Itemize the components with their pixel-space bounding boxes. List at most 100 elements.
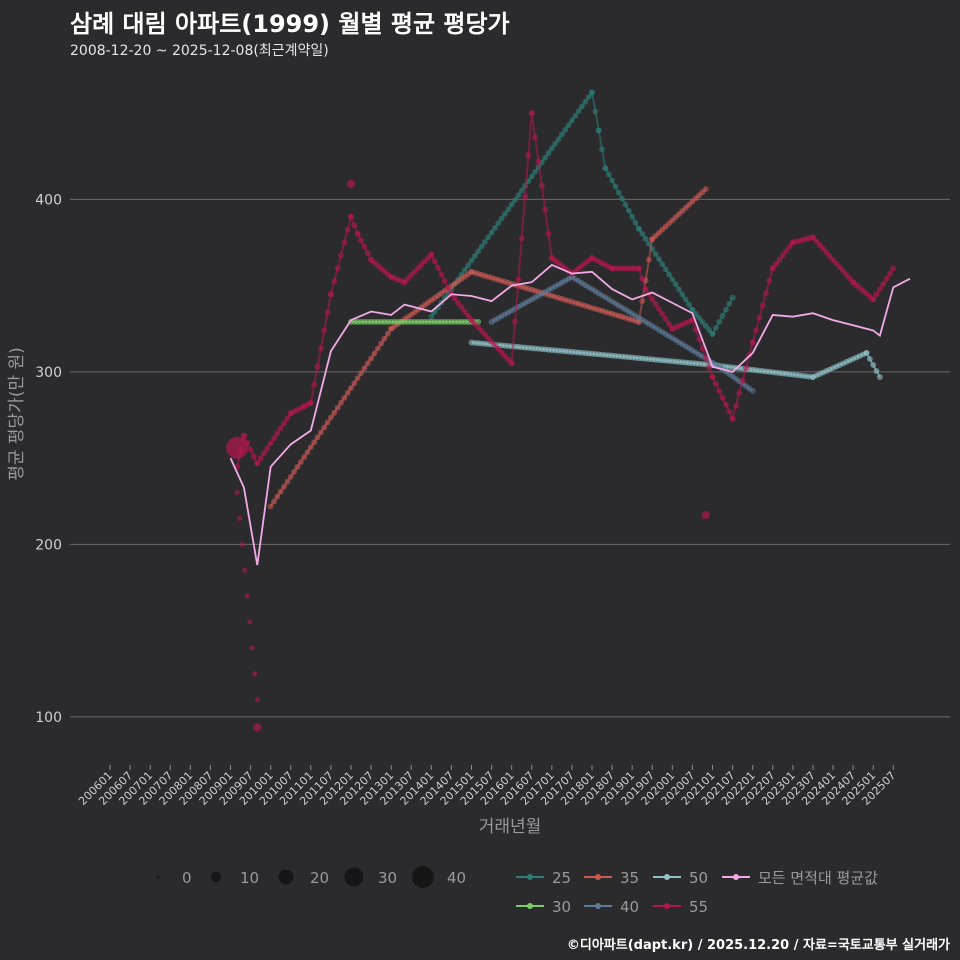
series-55-point (515, 276, 522, 283)
legend: 0 10 20 30 40 25 35 50 모든 면적대 평균값 30 40 55 (156, 866, 878, 916)
series-25-point (642, 235, 649, 242)
legend-label: 30 (552, 898, 571, 916)
series-55-point (358, 237, 364, 244)
series-55-point (662, 315, 669, 322)
series-55-point (722, 401, 729, 408)
series-25-point (612, 183, 619, 190)
series-55-point (820, 245, 826, 252)
series-55-point (502, 353, 508, 359)
x-axis-ticks: 2006012006072007012007072008012008072009… (76, 765, 898, 808)
series-35-point (368, 355, 374, 362)
series-25-point (558, 131, 565, 138)
size-legend-label: 0 (182, 869, 192, 887)
series-25-point (465, 262, 472, 269)
series-55-point (492, 342, 498, 349)
series-25-point (652, 251, 659, 257)
series-25-point (589, 89, 595, 96)
series-55-point (652, 301, 659, 307)
series-55-point (776, 256, 783, 263)
series-55-point (522, 193, 528, 200)
legend-label: 25 (552, 869, 571, 887)
series-55-point (535, 158, 542, 165)
series-55-point (421, 258, 428, 265)
series-55-point (766, 277, 773, 284)
series-25-point (495, 220, 502, 227)
series-55-point (726, 408, 733, 415)
series-25-point (632, 219, 639, 226)
series-55-single-point (253, 723, 262, 732)
y-tick-label: 100 (35, 710, 62, 726)
series-25-point (498, 215, 505, 222)
series-55-point (659, 310, 666, 317)
series-55-point (281, 420, 287, 427)
series-25-point (605, 171, 612, 178)
y-axis-ticks: 100 200 300 400 (35, 192, 62, 726)
series-55-point (478, 328, 485, 334)
series-35-point (384, 330, 391, 337)
series-55-point (247, 446, 254, 453)
series-55-point (887, 270, 893, 277)
y-axis-title: 평균 평당가(만 원) (7, 347, 27, 481)
series-55-point (321, 327, 328, 334)
series-25-point (532, 168, 539, 175)
series-35-point (646, 256, 652, 263)
series-35-point (271, 498, 277, 505)
series-55-point (666, 320, 672, 327)
series-25-point (461, 267, 468, 273)
series-55-point (344, 226, 351, 233)
series-25-point (696, 314, 703, 321)
series-25-point (545, 150, 552, 157)
series-55-point (341, 239, 348, 246)
series-55-single-point (226, 436, 249, 459)
series-55-point (525, 151, 532, 158)
series-55-point (813, 238, 820, 244)
series-55-point (756, 314, 763, 321)
series-55-point (635, 265, 642, 272)
series-55-point (538, 182, 545, 189)
series-55-point (736, 390, 743, 397)
series-55-point (431, 258, 438, 265)
series-55-point (264, 445, 271, 452)
series-25-point (602, 165, 609, 172)
series-55-point (830, 256, 836, 263)
series-55-point (240, 432, 247, 439)
series-55-point (438, 271, 445, 278)
size-legend-key (412, 866, 434, 888)
series-55-drop-point (239, 541, 245, 547)
legend-key-dot (527, 874, 533, 880)
series-55-point (656, 306, 662, 312)
series-55-point (401, 279, 408, 286)
legend-key-dot (664, 903, 670, 909)
series-25-point (686, 301, 692, 308)
series-55-point (876, 286, 883, 292)
series-25-point (502, 210, 508, 217)
series-25-point (542, 154, 549, 161)
series-55-point (277, 425, 284, 432)
series-55-point (840, 268, 846, 274)
series-25-point (552, 140, 559, 147)
series-50-point (870, 362, 877, 368)
series-35-point (291, 468, 298, 475)
series-25-point (635, 225, 642, 232)
series-55-point (458, 304, 465, 311)
legend-label: 40 (620, 898, 639, 916)
series-55-point (769, 265, 776, 272)
series-55-drop-point (234, 490, 240, 496)
series-55-point (251, 453, 257, 460)
series-50-point (876, 374, 883, 380)
series-25-point (706, 326, 713, 333)
series-55-point (816, 241, 823, 248)
legend-label: 모든 면적대 평균값 (758, 869, 878, 887)
series-55-point (823, 249, 830, 256)
series-35-point (284, 478, 291, 485)
series-55-point (415, 265, 421, 272)
y-tick-label: 200 (35, 537, 62, 553)
series-35-point (307, 444, 314, 451)
series-55-point (528, 110, 535, 117)
series-55-point (749, 339, 756, 346)
series-55-point (810, 234, 816, 241)
series-25-point (709, 331, 716, 337)
size-legend-label: 30 (378, 869, 397, 887)
series-55-drop-point (237, 516, 243, 521)
